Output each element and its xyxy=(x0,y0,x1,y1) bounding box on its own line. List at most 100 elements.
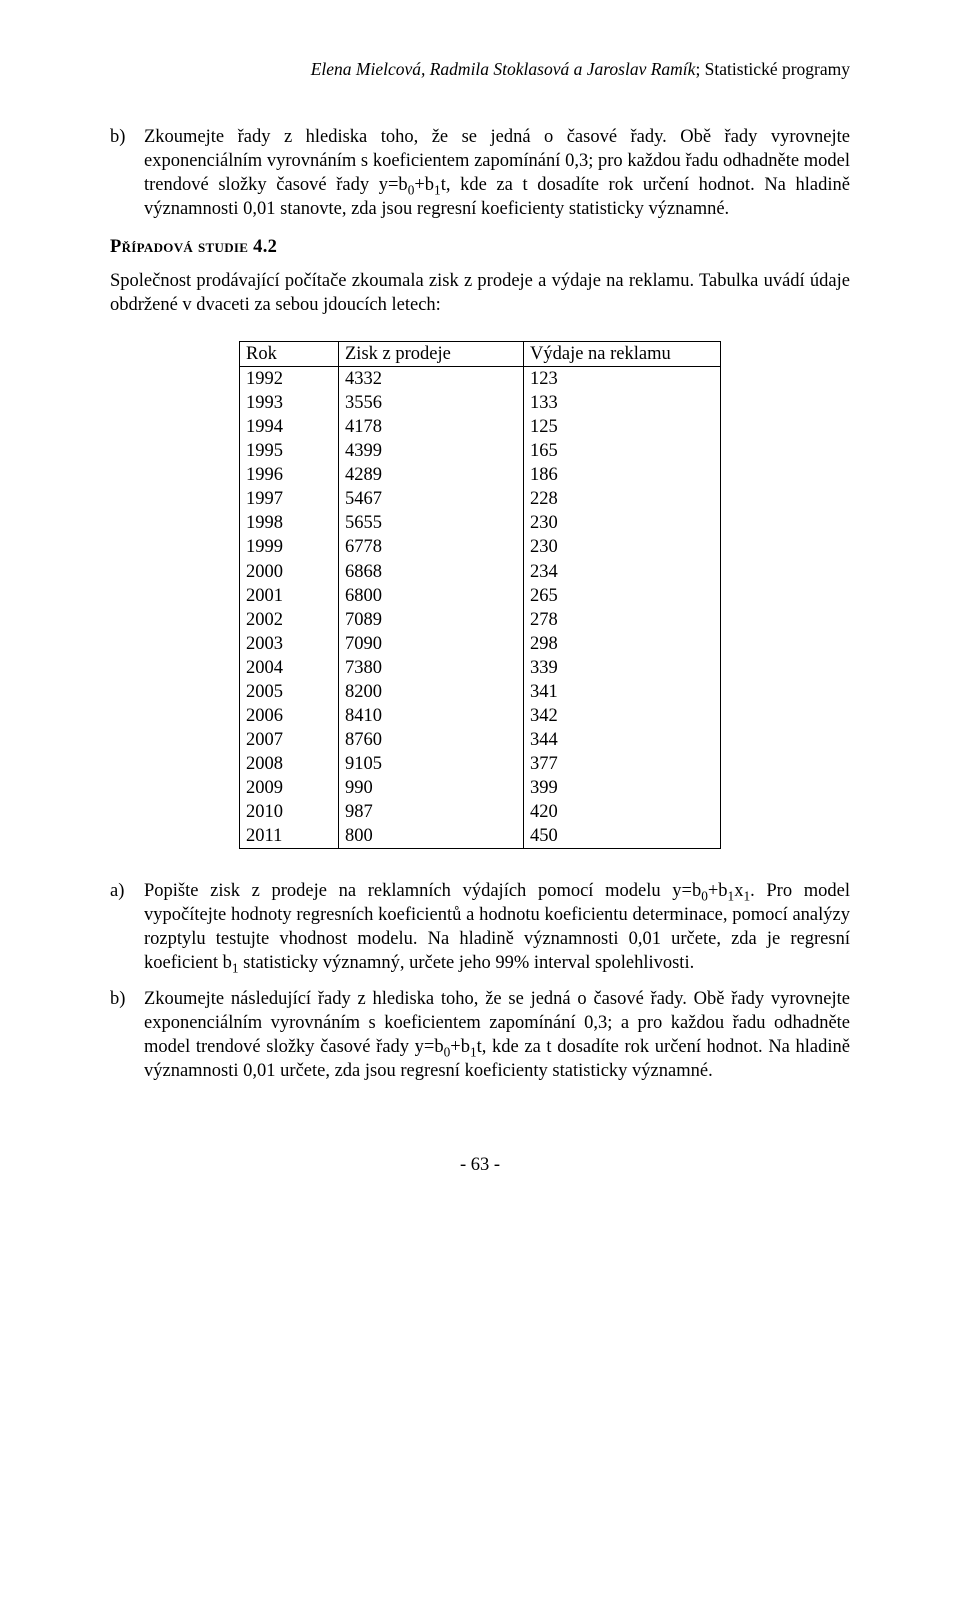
table-cell: 6800 xyxy=(339,584,524,608)
table-row: 20078760344 xyxy=(240,728,721,752)
table-cell: 230 xyxy=(524,535,721,559)
table-cell: 5655 xyxy=(339,511,524,535)
table-cell: 339 xyxy=(524,656,721,680)
table-cell: 341 xyxy=(524,680,721,704)
table-row: 2010987420 xyxy=(240,800,721,824)
sub1: 1 xyxy=(434,183,441,198)
item-b2-mid: +b xyxy=(450,1037,470,1057)
table-row: 20089105377 xyxy=(240,752,721,776)
item-b2-marker: b) xyxy=(110,987,144,1083)
table-cell: 2007 xyxy=(240,728,339,752)
table-cell: 3556 xyxy=(339,391,524,415)
item-b2-body: Zkoumejte následující řady z hlediska to… xyxy=(144,987,850,1083)
col-rok: Rok xyxy=(240,342,339,367)
table-row: 19924332123 xyxy=(240,367,721,392)
table-cell: 8410 xyxy=(339,704,524,728)
table-cell: 1997 xyxy=(240,487,339,511)
table-cell: 344 xyxy=(524,728,721,752)
section-b-mid: +b xyxy=(414,175,434,195)
header-authors: Elena Mielcová, Radmila Stoklasová a Jar… xyxy=(311,59,696,79)
section-b-body: Zkoumejte řady z hlediska toho, že se je… xyxy=(144,125,850,221)
table-cell: 8760 xyxy=(339,728,524,752)
table-cell: 2005 xyxy=(240,680,339,704)
table-cell: 165 xyxy=(524,439,721,463)
table-cell: 298 xyxy=(524,632,721,656)
table-cell: 6868 xyxy=(339,560,524,584)
table-row: 19954399165 xyxy=(240,439,721,463)
table-cell: 399 xyxy=(524,776,721,800)
table-body: 1992433212319933556133199441781251995439… xyxy=(240,367,721,849)
table-cell: 2010 xyxy=(240,800,339,824)
section-b-block: b) Zkoumejte řady z hlediska toho, že se… xyxy=(110,125,850,221)
table-row: 20016800265 xyxy=(240,584,721,608)
table-cell: 1998 xyxy=(240,511,339,535)
item-a-mid: +b xyxy=(708,881,728,901)
table-cell: 2004 xyxy=(240,656,339,680)
table-cell: 2000 xyxy=(240,560,339,584)
table-cell: 7090 xyxy=(339,632,524,656)
table-cell: 1993 xyxy=(240,391,339,415)
table-cell: 5467 xyxy=(339,487,524,511)
item-a-block: a) Popište zisk z prodeje na reklamních … xyxy=(110,879,850,975)
table-row: 20068410342 xyxy=(240,704,721,728)
table-cell: 4332 xyxy=(339,367,524,392)
table-cell: 2001 xyxy=(240,584,339,608)
table-row: 20037090298 xyxy=(240,632,721,656)
col-vydaje: Výdaje na reklamu xyxy=(524,342,721,367)
table-row: 20006868234 xyxy=(240,560,721,584)
item-a-sub0: 0 xyxy=(701,889,708,904)
table-row: 19933556133 xyxy=(240,391,721,415)
table-header-row: Rok Zisk z prodeje Výdaje na reklamu xyxy=(240,342,721,367)
table-cell: 2011 xyxy=(240,824,339,849)
table-cell: 1999 xyxy=(240,535,339,559)
table-cell: 987 xyxy=(339,800,524,824)
table-cell: 265 xyxy=(524,584,721,608)
table-cell: 234 xyxy=(524,560,721,584)
table-cell: 186 xyxy=(524,463,721,487)
table-cell: 342 xyxy=(524,704,721,728)
page-footer: - 63 - xyxy=(110,1153,850,1177)
table-cell: 377 xyxy=(524,752,721,776)
study-intro: Společnost prodávající počítače zkoumala… xyxy=(110,269,850,317)
table-row: 2011800450 xyxy=(240,824,721,849)
table-row: 19985655230 xyxy=(240,511,721,535)
table-cell: 2006 xyxy=(240,704,339,728)
table-cell: 123 xyxy=(524,367,721,392)
table-row: 2009990399 xyxy=(240,776,721,800)
table-row: 20047380339 xyxy=(240,656,721,680)
table-cell: 6778 xyxy=(339,535,524,559)
table-cell: 2002 xyxy=(240,608,339,632)
table-cell: 990 xyxy=(339,776,524,800)
table-cell: 133 xyxy=(524,391,721,415)
table-cell: 420 xyxy=(524,800,721,824)
item-a-body: Popište zisk z prodeje na reklamních výd… xyxy=(144,879,850,975)
table-cell: 2009 xyxy=(240,776,339,800)
table-cell: 7380 xyxy=(339,656,524,680)
table-cell: 4399 xyxy=(339,439,524,463)
item-a-p1-tail: statisticky významný, určete jeho 99% in… xyxy=(239,953,695,973)
col-zisk: Zisk z prodeje xyxy=(339,342,524,367)
table-cell: 2003 xyxy=(240,632,339,656)
table-row: 19944178125 xyxy=(240,415,721,439)
table-row: 19964289186 xyxy=(240,463,721,487)
table-cell: 230 xyxy=(524,511,721,535)
table-cell: 228 xyxy=(524,487,721,511)
table-cell: 1992 xyxy=(240,367,339,392)
table-cell: 1995 xyxy=(240,439,339,463)
table-cell: 1996 xyxy=(240,463,339,487)
item-b2-block: b) Zkoumejte následující řady z hlediska… xyxy=(110,987,850,1083)
table-cell: 278 xyxy=(524,608,721,632)
table-cell: 4178 xyxy=(339,415,524,439)
table-cell: 800 xyxy=(339,824,524,849)
section-b-marker: b) xyxy=(110,125,144,221)
table-cell: 4289 xyxy=(339,463,524,487)
item-b2-sub1: 1 xyxy=(470,1045,477,1060)
table-cell: 125 xyxy=(524,415,721,439)
item-a-subb: 1 xyxy=(232,961,239,976)
item-a-p1-before: Popište zisk z prodeje na reklamních výd… xyxy=(144,881,701,901)
table-cell: 450 xyxy=(524,824,721,849)
table-row: 20058200341 xyxy=(240,680,721,704)
table-cell: 1994 xyxy=(240,415,339,439)
table-cell: 8200 xyxy=(339,680,524,704)
table-row: 20027089278 xyxy=(240,608,721,632)
